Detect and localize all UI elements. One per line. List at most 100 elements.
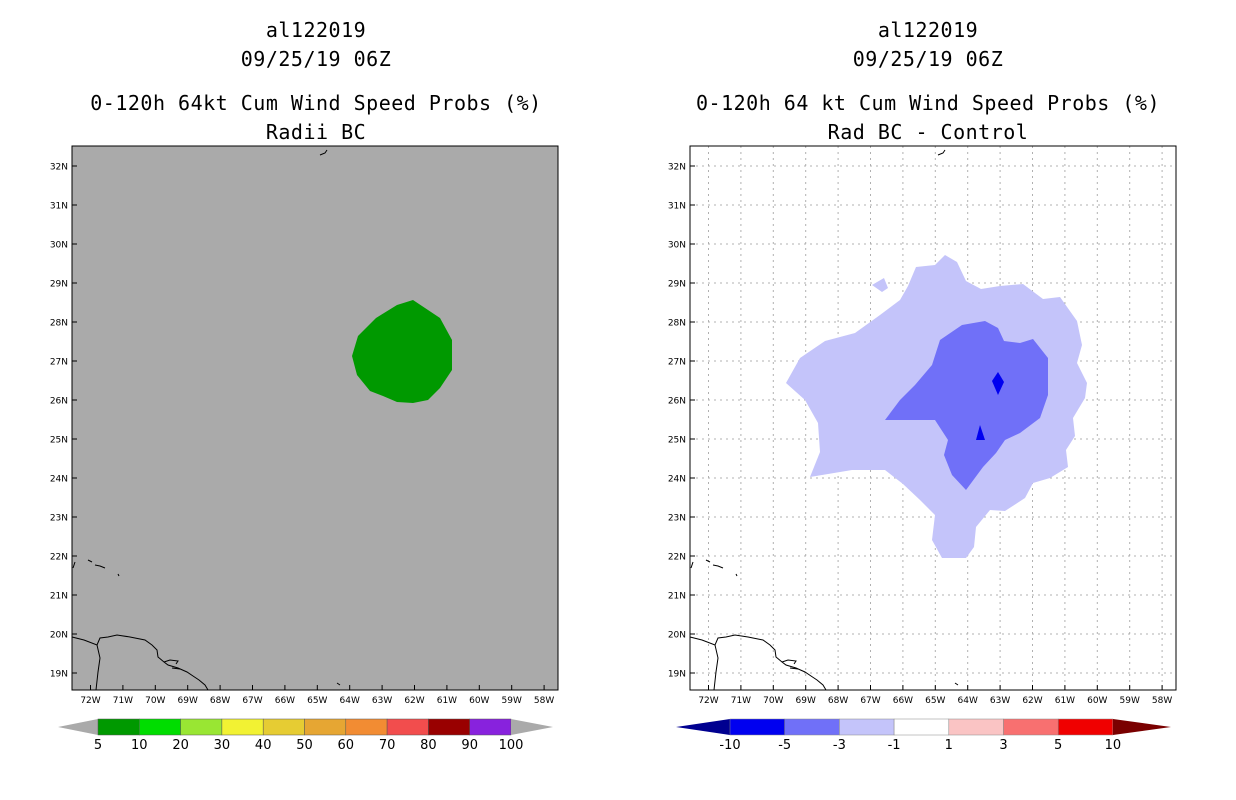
left-lat-label: 30N: [50, 241, 68, 251]
right-lat-label: 21N: [668, 592, 686, 602]
right-lon-label: 67W: [860, 696, 880, 706]
right-lat-label: 23N: [668, 514, 686, 524]
left-colorbar: 5 10 20 30 40 50 60 70 80 90 100: [58, 718, 553, 753]
right-diff-spot-1: [992, 372, 1004, 395]
right-colorbar-box: [893, 718, 950, 736]
left-lat-label: 28N: [50, 319, 68, 329]
left-coastlines: [71, 149, 341, 691]
right-colorbar-label: 1: [945, 738, 953, 753]
left-lon-label: 71W: [113, 696, 133, 706]
right-lon-label: 58W: [1152, 696, 1172, 706]
right-colorbar: -10 -5 -3 -1 1 3 5 10: [676, 718, 1171, 753]
left-storm-id: al122019: [265, 18, 367, 42]
left-lon-label: 64W: [340, 696, 360, 706]
right-lon-label: 65W: [925, 696, 945, 706]
right-colorbar-label: 10: [1105, 738, 1122, 753]
left-colorbar-label: 100: [499, 738, 524, 753]
right-subtitle: Rad BC - Control: [827, 120, 1029, 144]
right-lat-label: 28N: [668, 319, 686, 329]
left-colorbar-box: [345, 718, 388, 736]
left-lon-label: 61W: [437, 696, 457, 706]
right-datetime: 09/25/19 06Z: [852, 47, 1004, 71]
left-colorbar-label: 5: [94, 738, 102, 753]
right-axes: 32N 31N 30N 29N 28N 27N 26N 25N 24N 23N 22N 21N 20N 1…: [668, 163, 1173, 707]
right-lat-label: 26N: [668, 397, 686, 407]
left-lon-label: 65W: [307, 696, 327, 706]
left-lat-label: 31N: [50, 202, 68, 212]
right-colorbar-box: [839, 718, 895, 736]
right-diff-area-medium: [885, 321, 1048, 490]
left-panel-title: al122019 09/25/19 06Z 0-120h 64kt Cum Wi…: [66, 16, 566, 147]
left-lat-label: 25N: [50, 436, 68, 446]
right-lon-label: 72W: [698, 696, 718, 706]
right-map-frame: [689, 145, 1177, 691]
right-lon-label: 63W: [990, 696, 1010, 706]
left-colorbar-box: [221, 718, 264, 736]
left-lat-label: 32N: [50, 163, 68, 173]
left-lat-label: 26N: [50, 397, 68, 407]
left-colorbar-label: 80: [420, 738, 437, 753]
left-lon-label: 62W: [404, 696, 424, 706]
left-colorbar-label: 70: [379, 738, 396, 753]
left-colorbar-box: [180, 718, 223, 736]
left-lon-label: 69W: [178, 696, 198, 706]
left-colorbar-box: [139, 718, 181, 736]
left-colorbar-label: 90: [461, 738, 478, 753]
right-colorbar-label: -10: [719, 738, 740, 753]
right-colorbar-box: [784, 718, 840, 736]
left-datetime: 09/25/19 06Z: [240, 47, 392, 71]
left-lat-label: 22N: [50, 553, 68, 563]
left-lon-label: 70W: [145, 696, 165, 706]
left-lat-label: 19N: [50, 670, 68, 680]
right-lon-label: 62W: [1022, 696, 1042, 706]
left-colorbar-low-end: [58, 719, 98, 735]
left-map-background: [72, 146, 558, 690]
left-lat-label: 23N: [50, 514, 68, 524]
left-colorbar-box: [428, 718, 470, 736]
right-lon-label: 71W: [731, 696, 751, 706]
left-lon-label: 63W: [372, 696, 392, 706]
right-lon-label: 68W: [828, 696, 848, 706]
right-colorbar-label: -3: [833, 738, 846, 753]
left-probability-area: [352, 300, 452, 403]
right-lat-label: 27N: [668, 358, 686, 368]
right-lon-label: 61W: [1055, 696, 1075, 706]
left-colorbar-box: [262, 718, 305, 736]
right-lon-label: 70W: [763, 696, 783, 706]
right-diff-spot-2: [976, 425, 985, 440]
left-axes: 32N 31N 30N 29N 28N 27N 26N 25N 24N 23N 22N 21N 20N 1…: [50, 163, 555, 707]
left-colorbar-box: [469, 718, 512, 736]
left-colorbar-label: 10: [131, 738, 148, 753]
right-diff-area-light-small: [872, 278, 888, 292]
left-colorbar-high-end: [511, 719, 553, 735]
right-lon-label: 60W: [1087, 696, 1107, 706]
right-lon-label: 64W: [958, 696, 978, 706]
left-probability-map: 32N 31N 30N 29N 28N 27N 26N 25N 24N 23N 22N 21N 20N 1…: [50, 145, 559, 707]
left-colorbar-label: 40: [255, 738, 272, 753]
left-colorbar-box: [386, 718, 429, 736]
right-lat-label: 22N: [668, 553, 686, 563]
right-colorbar-label: -1: [888, 738, 901, 753]
right-lat-label: 32N: [668, 163, 686, 173]
left-colorbar-label: 30: [214, 738, 231, 753]
right-difference-map: 32N 31N 30N 29N 28N 27N 26N 25N 24N 23N 22N 21N 20N 1…: [668, 145, 1177, 707]
right-lon-label: 59W: [1120, 696, 1140, 706]
left-lon-label: 58W: [534, 696, 554, 706]
right-coastlines: [689, 149, 959, 691]
left-map-frame: [71, 145, 559, 691]
right-colorbar-box: [1057, 718, 1114, 736]
right-lon-label: 69W: [796, 696, 816, 706]
right-lat-label: 31N: [668, 202, 686, 212]
right-lat-label: 20N: [668, 631, 686, 641]
left-lon-label: 67W: [242, 696, 262, 706]
right-colorbar-box: [1003, 718, 1059, 736]
right-lat-label: 24N: [668, 475, 686, 485]
left-lon-label: 60W: [469, 696, 489, 706]
right-colorbar-box: [948, 718, 1004, 736]
right-colorbar-label: 5: [1054, 738, 1062, 753]
right-lon-label: 66W: [893, 696, 913, 706]
left-lon-label: 66W: [275, 696, 295, 706]
left-lat-label: 29N: [50, 280, 68, 290]
right-panel-title: al122019 09/25/19 06Z 0-120h 64 kt Cum W…: [676, 16, 1180, 147]
left-colorbar-label: 50: [296, 738, 313, 753]
